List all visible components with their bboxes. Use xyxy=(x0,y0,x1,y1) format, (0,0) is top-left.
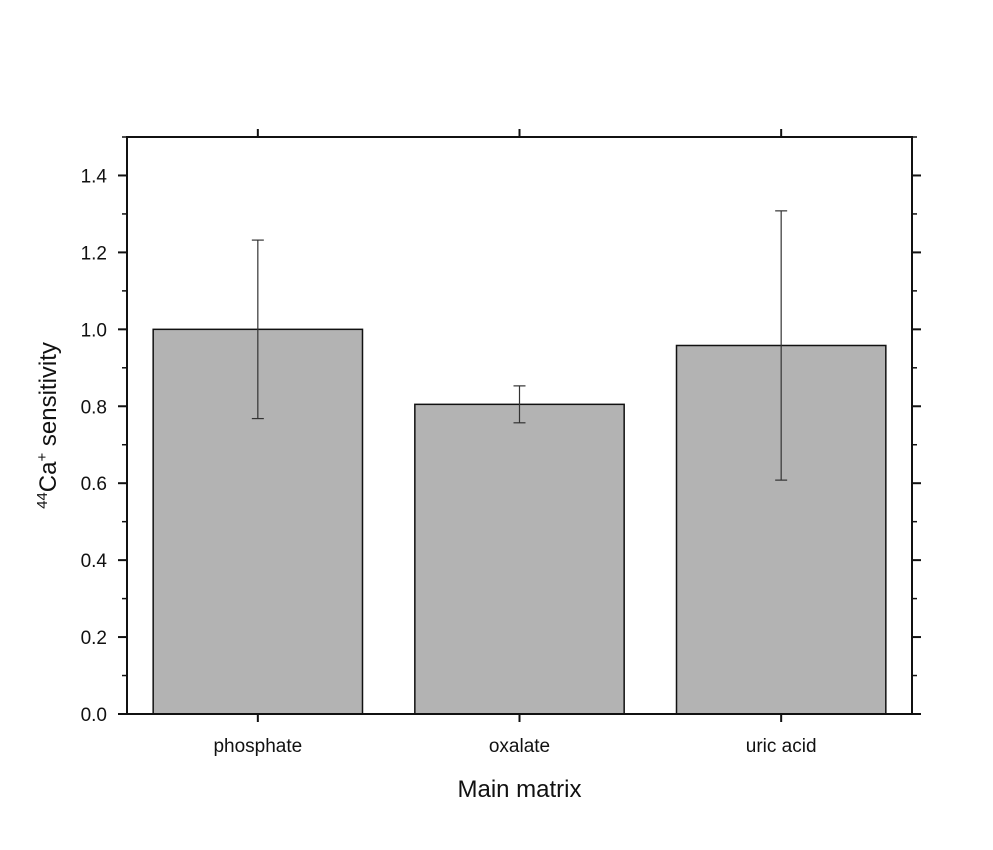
y-tick-label: 0.6 xyxy=(81,474,107,495)
x-axis-title: Main matrix xyxy=(457,776,581,803)
y-axis-title: 44Ca+ sensitivity xyxy=(34,342,62,509)
y-tick-labels: 0.0 0.2 0.4 0.6 0.8 1.0 1.2 1.4 xyxy=(81,166,108,726)
error-bars-layer xyxy=(251,210,788,481)
y-tick-label: 0.4 xyxy=(81,551,108,572)
y-tick-label: 0.0 xyxy=(81,705,107,726)
x-tick-label: oxalate xyxy=(489,736,550,757)
ticks-layer xyxy=(118,129,921,722)
y-axis-title-element: Ca xyxy=(35,461,62,492)
y-axis-title-charge: + xyxy=(34,453,51,462)
y-tick-label: 0.2 xyxy=(81,628,107,649)
y-tick-label: 1.2 xyxy=(81,243,107,264)
x-tick-label: phosphate xyxy=(213,736,302,757)
y-tick-label: 1.4 xyxy=(81,166,108,187)
bar-oxalate xyxy=(414,403,625,715)
y-tick-label: 0.8 xyxy=(81,397,107,418)
y-axis-title-text: sensitivity xyxy=(35,342,62,453)
x-tick-labels: phosphate oxalate uric acid xyxy=(213,736,816,757)
y-axis-title-superscript: 44 xyxy=(34,492,51,509)
x-tick-label: uric acid xyxy=(746,736,817,757)
y-tick-label: 1.0 xyxy=(81,320,107,341)
